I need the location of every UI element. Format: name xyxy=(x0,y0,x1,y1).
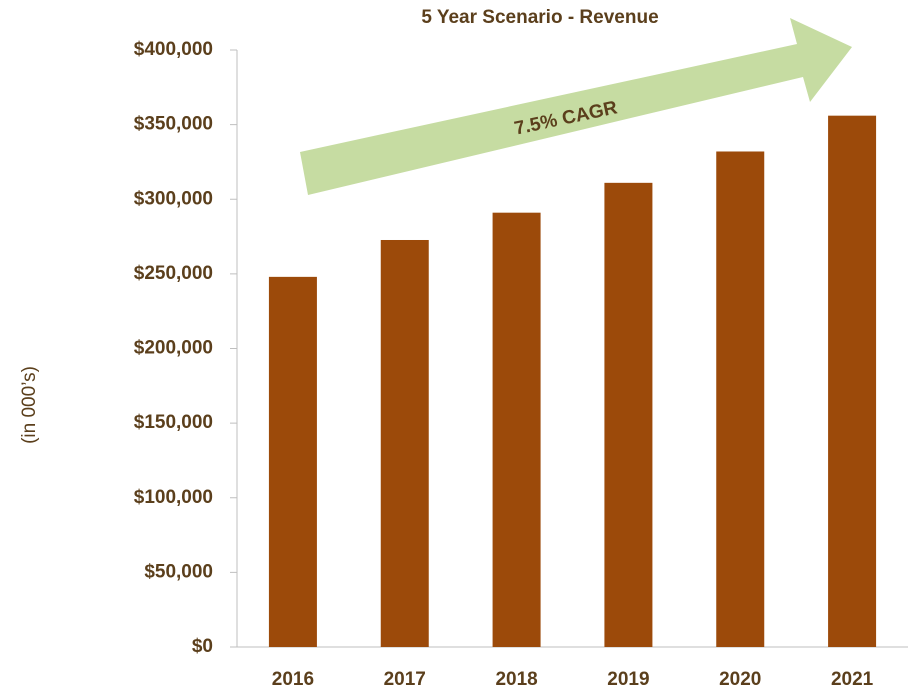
y-tick-label: $0 xyxy=(192,636,213,657)
x-tick-label: 2018 xyxy=(495,669,537,690)
bar xyxy=(380,239,429,648)
x-tick-label: 2021 xyxy=(831,669,874,690)
y-tick-label: $200,000 xyxy=(134,338,213,359)
cagr-arrow xyxy=(300,18,852,195)
x-tick-label: 2017 xyxy=(384,669,426,690)
chart-title: 5 Year Scenario - Revenue xyxy=(421,7,658,28)
x-tick-label: 2019 xyxy=(607,669,649,690)
x-tick-label: 2016 xyxy=(272,669,314,690)
bar xyxy=(492,212,541,647)
bar xyxy=(828,115,877,648)
y-tick-label: $100,000 xyxy=(134,487,213,508)
bar xyxy=(268,276,317,647)
y-tick-label: $400,000 xyxy=(134,39,213,60)
bar xyxy=(716,151,765,648)
y-tick-label: $350,000 xyxy=(134,114,213,135)
y-tick-label: $50,000 xyxy=(144,561,213,582)
y-tick-label: $300,000 xyxy=(134,188,213,209)
y-axis-label: (in 000’s) xyxy=(19,366,40,444)
bar xyxy=(604,182,653,647)
x-tick-label: 2020 xyxy=(719,669,761,690)
y-tick-label: $150,000 xyxy=(134,412,213,433)
y-tick-label: $250,000 xyxy=(134,263,213,284)
